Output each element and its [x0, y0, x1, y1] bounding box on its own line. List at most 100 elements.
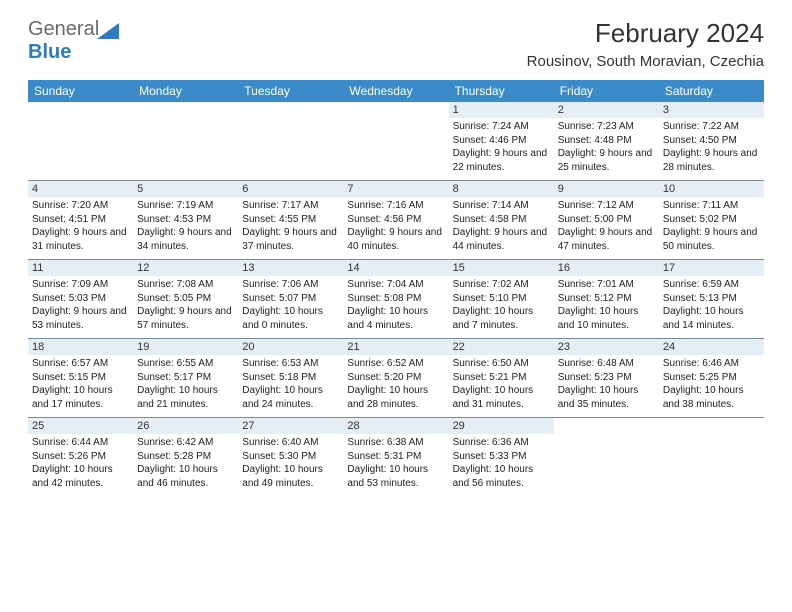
day-cell: 15Sunrise: 7:02 AMSunset: 5:10 PMDayligh…: [449, 260, 554, 339]
daylight-line: Daylight: 10 hours and 4 minutes.: [347, 305, 444, 332]
daylight-line: Daylight: 9 hours and 31 minutes.: [32, 226, 129, 253]
dow-monday: Monday: [133, 80, 238, 102]
day-number: 11: [28, 260, 133, 276]
daylight-line: Daylight: 9 hours and 37 minutes.: [242, 226, 339, 253]
day-cell: 1Sunrise: 7:24 AMSunset: 4:46 PMDaylight…: [449, 102, 554, 181]
title-block: February 2024 Rousinov, South Moravian, …: [527, 18, 764, 70]
day-number: 7: [343, 181, 448, 197]
daylight-line: Daylight: 9 hours and 53 minutes.: [32, 305, 129, 332]
sunrise-line: Sunrise: 7:23 AM: [558, 120, 655, 134]
sunrise-line: Sunrise: 6:38 AM: [347, 436, 444, 450]
location-text: Rousinov, South Moravian, Czechia: [527, 53, 764, 70]
daylight-line: Daylight: 10 hours and 38 minutes.: [663, 384, 760, 411]
header: General Blue February 2024 Rousinov, Sou…: [28, 18, 764, 70]
day-detail: Sunrise: 7:14 AMSunset: 4:58 PMDaylight:…: [453, 199, 550, 253]
sunrise-line: Sunrise: 7:16 AM: [347, 199, 444, 213]
day-cell: 28Sunrise: 6:38 AMSunset: 5:31 PMDayligh…: [343, 418, 448, 497]
day-cell: 23 Sunrise: 6:48 AMSunset: 5:23 PMDayligh…: [554, 339, 659, 418]
day-number: 3: [659, 102, 764, 118]
day-number: 6: [238, 181, 343, 197]
week-row: 11Sunrise: 7:09 AMSunset: 5:03 PMDayligh…: [28, 260, 764, 339]
daylight-line: Daylight: 9 hours and 40 minutes.: [347, 226, 444, 253]
sunset-line: Sunset: 5:15 PM: [32, 371, 129, 385]
day-cell: 13Sunrise: 7:06 AMSunset: 5:07 PMDayligh…: [238, 260, 343, 339]
day-detail: Sunrise: 7:19 AMSunset: 4:53 PMDaylight:…: [137, 199, 234, 253]
sunset-line: Sunset: 5:17 PM: [137, 371, 234, 385]
day-cell: [133, 102, 238, 181]
sunrise-line: Sunrise: 7:08 AM: [137, 278, 234, 292]
daylight-line: Daylight: 10 hours and 0 minutes.: [242, 305, 339, 332]
day-cell: 4Sunrise: 7:20 AMSunset: 4:51 PMDaylight…: [28, 181, 133, 260]
day-detail: Sunrise: 7:23 AMSunset: 4:48 PMDaylight:…: [558, 120, 655, 174]
day-detail: Sunrise: 7:09 AMSunset: 5:03 PMDaylight:…: [32, 278, 129, 332]
dow-wednesday: Wednesday: [343, 80, 448, 102]
day-cell: 14 Sunrise: 7:04 AMSunset: 5:08 PMDayligh…: [343, 260, 448, 339]
day-number: 17: [659, 260, 764, 276]
calendar-page: General Blue February 2024 Rousinov, Sou…: [0, 0, 792, 514]
day-number: 26: [133, 418, 238, 434]
day-number: 23: [554, 339, 659, 355]
day-number: 5: [133, 181, 238, 197]
daylight-line: Daylight: 9 hours and 47 minutes.: [558, 226, 655, 253]
day-detail: Sunrise: 6:55 AMSunset: 5:17 PMDaylight:…: [137, 357, 234, 411]
sunset-line: Sunset: 5:00 PM: [558, 213, 655, 227]
daylight-line: Daylight: 10 hours and 42 minutes.: [32, 463, 129, 490]
day-detail: Sunrise: 7:12 AMSunset: 5:00 PMDaylight:…: [558, 199, 655, 253]
day-number: 12: [133, 260, 238, 276]
sunset-line: Sunset: 5:02 PM: [663, 213, 760, 227]
sunrise-line: Sunrise: 6:57 AM: [32, 357, 129, 371]
day-cell: 2Sunrise: 7:23 AMSunset: 4:48 PMDaylight…: [554, 102, 659, 181]
day-cell: 3Sunrise: 7:22 AMSunset: 4:50 PMDaylight…: [659, 102, 764, 181]
sunrise-line: Sunrise: 7:22 AM: [663, 120, 760, 134]
sunrise-line: Sunrise: 7:11 AM: [663, 199, 760, 213]
day-cell: 25Sunrise: 6:44 AMSunset: 5:26 PMDayligh…: [28, 418, 133, 497]
day-detail: Sunrise: 6:36 AMSunset: 5:33 PMDaylight:…: [453, 436, 550, 490]
day-cell: 29 Sunrise: 6:36 AMSunset: 5:33 PMDayligh…: [449, 418, 554, 497]
sunrise-line: Sunrise: 6:53 AM: [242, 357, 339, 371]
logo-word-gray: General: [28, 18, 99, 40]
daylight-line: Daylight: 9 hours and 28 minutes.: [663, 147, 760, 174]
day-number: 4: [28, 181, 133, 197]
sunrise-line: Sunrise: 6:42 AM: [137, 436, 234, 450]
daylight-line: Daylight: 10 hours and 49 minutes.: [242, 463, 339, 490]
day-detail: Sunrise: 7:17 AMSunset: 4:55 PMDaylight:…: [242, 199, 339, 253]
day-number: 13: [238, 260, 343, 276]
day-cell: 20Sunrise: 6:53 AMSunset: 5:18 PMDayligh…: [238, 339, 343, 418]
day-number: 10: [659, 181, 764, 197]
sunset-line: Sunset: 5:21 PM: [453, 371, 550, 385]
day-number: 14: [343, 260, 448, 276]
day-cell: 17Sunrise: 6:59 AMSunset: 5:13 PMDayligh…: [659, 260, 764, 339]
dow-saturday: Saturday: [659, 80, 764, 102]
day-detail: Sunrise: 7:24 AMSunset: 4:46 PMDaylight:…: [453, 120, 550, 174]
dow-thursday: Thursday: [449, 80, 554, 102]
sunset-line: Sunset: 5:07 PM: [242, 292, 339, 306]
day-cell: 10Sunrise: 7:11 AMSunset: 5:02 PMDayligh…: [659, 181, 764, 260]
sunset-line: Sunset: 5:03 PM: [32, 292, 129, 306]
day-cell: 26Sunrise: 6:42 AMSunset: 5:28 PMDayligh…: [133, 418, 238, 497]
sunrise-line: Sunrise: 6:44 AM: [32, 436, 129, 450]
sunset-line: Sunset: 4:48 PM: [558, 134, 655, 148]
day-number: 15: [449, 260, 554, 276]
day-detail: Sunrise: 6:48 AMSunset: 5:23 PMDaylight:…: [558, 357, 655, 411]
sunrise-line: Sunrise: 6:46 AM: [663, 357, 760, 371]
day-cell: [28, 102, 133, 181]
day-detail: Sunrise: 6:44 AMSunset: 5:26 PMDaylight:…: [32, 436, 129, 490]
day-number: 27: [238, 418, 343, 434]
sunrise-line: Sunrise: 7:02 AM: [453, 278, 550, 292]
day-detail: Sunrise: 7:04 AMSunset: 5:08 PMDaylight:…: [347, 278, 444, 332]
day-cell: 7 Sunrise: 7:16 AMSunset: 4:56 PMDaylight…: [343, 181, 448, 260]
calendar-table: SundayMondayTuesdayWednesdayThursdayFrid…: [28, 80, 764, 496]
day-cell: [238, 102, 343, 181]
day-detail: Sunrise: 7:08 AMSunset: 5:05 PMDaylight:…: [137, 278, 234, 332]
sunrise-line: Sunrise: 7:09 AM: [32, 278, 129, 292]
sunset-line: Sunset: 4:55 PM: [242, 213, 339, 227]
sunrise-line: Sunrise: 6:59 AM: [663, 278, 760, 292]
sunset-line: Sunset: 5:18 PM: [242, 371, 339, 385]
dow-row: SundayMondayTuesdayWednesdayThursdayFrid…: [28, 80, 764, 102]
day-number: 29: [449, 418, 554, 434]
sunset-line: Sunset: 4:56 PM: [347, 213, 444, 227]
sunset-line: Sunset: 5:30 PM: [242, 450, 339, 464]
day-number: 18: [28, 339, 133, 355]
day-detail: Sunrise: 6:57 AMSunset: 5:15 PMDaylight:…: [32, 357, 129, 411]
sunrise-line: Sunrise: 7:19 AM: [137, 199, 234, 213]
